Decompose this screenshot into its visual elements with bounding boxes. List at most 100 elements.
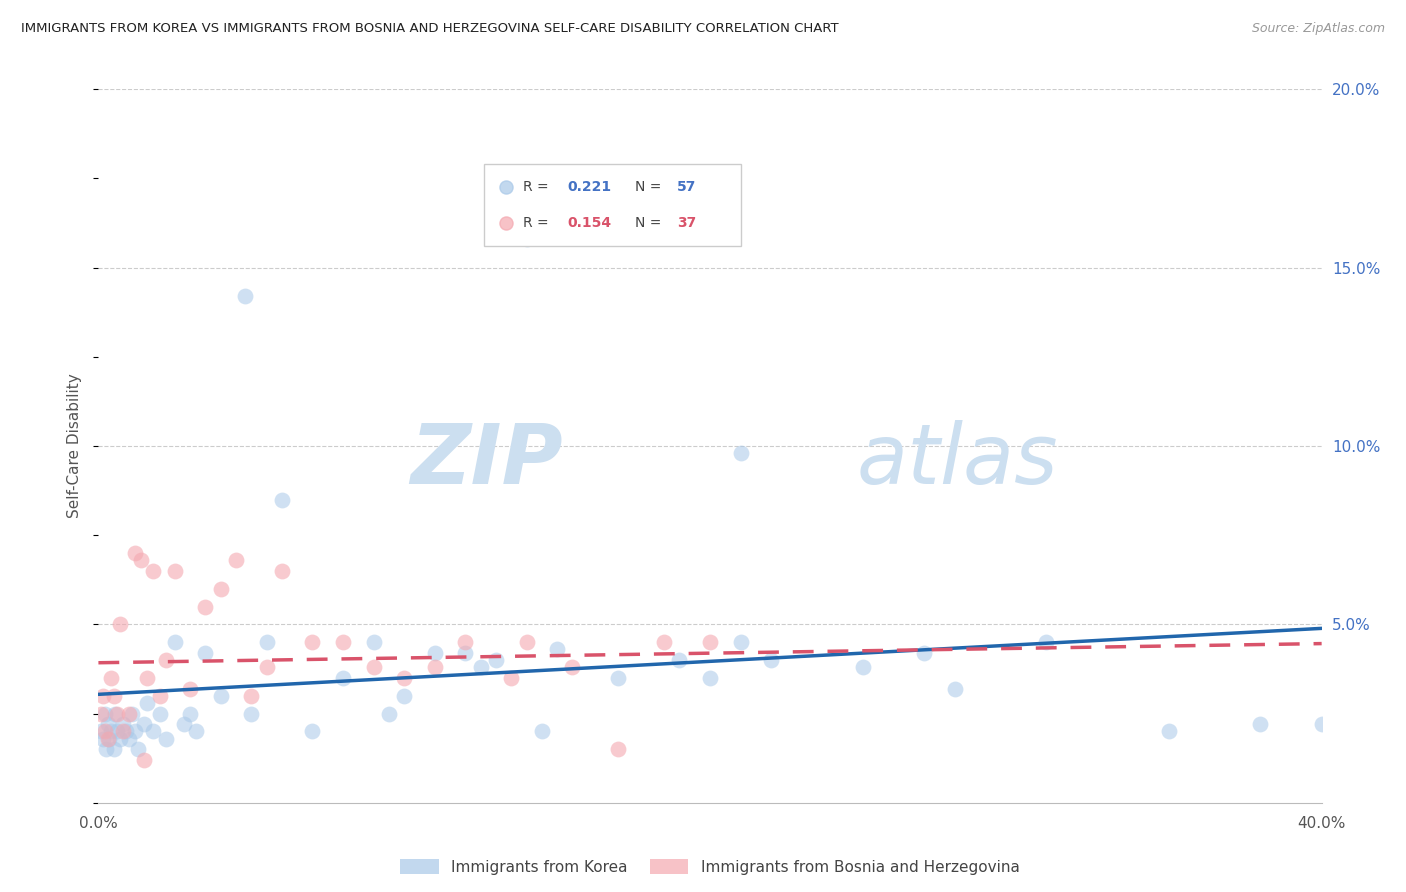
Point [94,742,117,756]
Point [149,689,172,703]
Text: 0.221: 0.221 [567,180,612,194]
Point [100,671,122,685]
Point [103,742,125,756]
Point [270,564,294,578]
Point [668,653,690,667]
Point [142,564,165,578]
Point [1157,724,1180,739]
Point [129,553,152,567]
Point [155,731,177,746]
Point [699,671,721,685]
Point [1035,635,1057,649]
Point [530,724,553,739]
Point [111,717,134,731]
Point [103,689,125,703]
Point [108,731,131,746]
Text: Source: ZipAtlas.com: Source: ZipAtlas.com [1251,22,1385,36]
Point [93,724,115,739]
Point [105,724,128,739]
Point [97,717,120,731]
Point [142,724,165,739]
Point [652,635,675,649]
Text: IMMIGRANTS FROM KOREA VS IMMIGRANTS FROM BOSNIA AND HERZEGOVINA SELF-CARE DISABI: IMMIGRANTS FROM KOREA VS IMMIGRANTS FROM… [21,22,839,36]
Point [423,660,446,674]
Legend: Immigrants from Korea, Immigrants from Bosnia and Herzegovina: Immigrants from Korea, Immigrants from B… [394,853,1026,880]
Text: 37: 37 [678,216,696,230]
Point [516,232,538,246]
Y-axis label: Self-Care Disability: Self-Care Disability [67,374,83,518]
Point [97,767,120,781]
Point [607,742,630,756]
Point [194,599,217,614]
Point [454,635,477,649]
Point [173,717,195,731]
Point [179,681,201,696]
Point [124,546,146,560]
FancyBboxPatch shape [484,164,741,246]
Point [97,731,120,746]
Point [332,671,354,685]
Point [124,724,146,739]
Point [108,617,131,632]
Point [240,706,263,721]
Point [209,689,232,703]
Point [194,646,217,660]
Point [912,646,935,660]
Point [516,635,538,649]
Point [91,689,114,703]
Point [501,671,523,685]
Point [163,635,186,649]
Point [546,642,568,657]
Point [136,696,159,710]
Point [485,653,508,667]
Point [149,706,172,721]
Point [607,671,630,685]
Point [378,706,401,721]
Point [155,653,177,667]
Point [256,635,278,649]
Text: 0.154: 0.154 [567,216,612,230]
Point [121,706,143,721]
Point [127,742,149,756]
Text: N =: N = [636,180,666,194]
Point [105,706,128,721]
Point [301,724,323,739]
Point [136,671,159,685]
Point [730,446,752,460]
Point [233,289,256,303]
Point [179,706,201,721]
Point [943,681,966,696]
Text: N =: N = [636,216,666,230]
Point [163,564,186,578]
Point [186,724,208,739]
Point [134,717,156,731]
Point [363,660,385,674]
Point [225,553,247,567]
Point [363,635,385,649]
Point [240,689,263,703]
Point [90,724,112,739]
Point [561,660,583,674]
Point [111,724,134,739]
Point [1250,717,1272,731]
Text: ZIP: ZIP [411,420,564,500]
Point [301,635,323,649]
Point [332,635,354,649]
Text: 57: 57 [678,180,696,194]
Point [90,706,112,721]
Point [470,660,492,674]
Point [209,582,232,596]
Point [118,731,141,746]
Point [118,706,141,721]
Text: atlas: atlas [856,420,1059,500]
Text: R =: R = [523,180,553,194]
Point [730,635,752,649]
Point [423,646,446,660]
Point [454,646,477,660]
Text: R =: R = [523,216,553,230]
Point [761,653,783,667]
Point [392,689,416,703]
Point [97,764,120,779]
Point [392,671,416,685]
Point [852,660,875,674]
